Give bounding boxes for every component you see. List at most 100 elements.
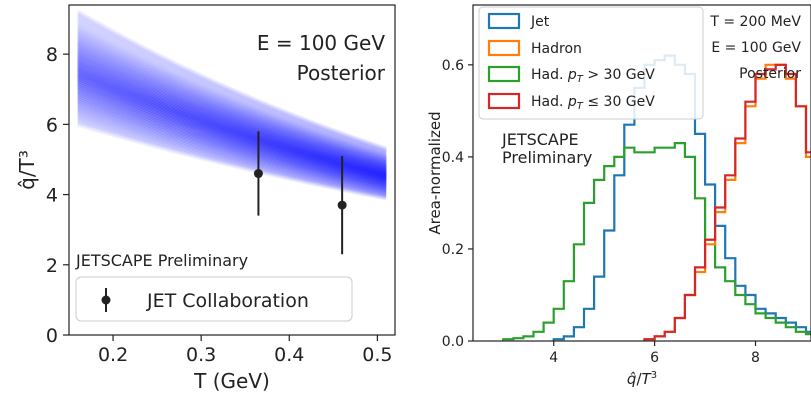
posterior-curve: [77, 118, 387, 199]
hist-had-low-pt: [643, 63, 811, 341]
posterior-curve: [76, 47, 387, 169]
posterior-curve: [76, 83, 387, 184]
legend-label-had-low-pt: Had. pT ≤ 30 GeV: [531, 94, 655, 112]
left-x-tick-label: 0.2: [98, 344, 128, 366]
posterior-curve: [77, 108, 387, 195]
posterior-curve: [76, 74, 387, 180]
posterior-curve: [76, 87, 387, 186]
right-temperature-annotation: T = 200 MeV: [709, 14, 801, 30]
left-y-tick-label: 8: [46, 44, 58, 66]
posterior-curve: [76, 66, 387, 177]
hist-had-high-pt: [502, 142, 811, 341]
posterior-curve: [77, 114, 387, 198]
posterior-curve: [77, 120, 387, 200]
posterior-curve: [76, 36, 387, 163]
posterior-curve: [77, 121, 387, 201]
left-legend: JET Collaboration: [75, 276, 353, 322]
posterior-curve: [76, 15, 387, 154]
left-posterior-annotation: Posterior: [297, 61, 386, 85]
posterior-curve: [76, 78, 387, 182]
right-y-tick-label: 0.4: [442, 150, 464, 166]
posterior-curve: [76, 99, 387, 191]
posterior-curve: [77, 110, 387, 196]
posterior-curve: [76, 59, 387, 174]
posterior-curve: [76, 64, 387, 176]
posterior-curve: [77, 112, 387, 197]
posterior-curve: [76, 51, 387, 170]
posterior-curve: [76, 55, 387, 172]
posterior-curve: [76, 25, 387, 158]
legend-swatch-jet: [487, 12, 521, 30]
right-y-axis-label: Area-normalized: [426, 111, 444, 234]
left-legend-box: [75, 276, 353, 322]
right-x-axis-label: q̂/T3: [627, 370, 657, 388]
right-x-tick-label: 6: [650, 350, 659, 366]
posterior-curve: [76, 97, 387, 190]
posterior-curve: [76, 17, 387, 155]
posterior-curve: [76, 61, 387, 174]
posterior-curve: [76, 13, 387, 153]
left-axes-frame: [68, 4, 396, 336]
jet-point-marker: [253, 169, 263, 179]
posterior-curve: [76, 45, 387, 168]
legend-swatch-hadron: [487, 39, 521, 57]
right-energy-annotation: E = 100 GeV: [711, 40, 801, 56]
left-x-axis-label: T (GeV): [193, 369, 270, 393]
posterior-curve: [76, 91, 387, 188]
posterior-curve: [76, 21, 387, 157]
left-ticks: 0.2 0.3 0.4 0.5 0 2 4 6 8: [46, 44, 393, 366]
posterior-curve: [76, 93, 387, 189]
posterior-band: [76, 9, 387, 201]
posterior-curve: [76, 70, 387, 179]
left-y-tick-label: 6: [46, 114, 58, 136]
right-posterior-annotation: Posterior: [739, 66, 801, 82]
legend-swatch-had-low-pt: [487, 92, 521, 110]
left-y-tick-label: 2: [46, 255, 58, 277]
right-y-tick-label: 0.6: [442, 58, 464, 74]
right-axes-frame: [472, 4, 811, 342]
left-x-tick-label: 0.5: [362, 344, 392, 366]
posterior-curve: [76, 95, 387, 189]
posterior-curve: [76, 9, 387, 152]
posterior-curve: [76, 28, 387, 160]
right-legend: Jet Hadron Had. pT > 30 GeV Had. pT ≤ 30…: [478, 6, 704, 120]
right-x-tick-label: 4: [549, 350, 558, 366]
left-y-axis-label: q̂/T³: [15, 150, 39, 190]
left-legend-marker: [101, 295, 111, 305]
legend-swatch-had-high-pt: [487, 65, 521, 83]
posterior-curve: [76, 44, 387, 167]
posterior-curve: [76, 57, 387, 173]
posterior-curve: [77, 116, 387, 199]
right-y-tick-label: 0.0: [442, 334, 464, 350]
posterior-curve: [76, 42, 387, 166]
posterior-curve: [76, 23, 387, 158]
left-preliminary-label: JETSCAPE Preliminary: [75, 251, 248, 270]
posterior-curve: [76, 40, 387, 165]
posterior-curve: [77, 106, 387, 194]
left-y-tick-label: 4: [46, 185, 58, 207]
posterior-curve: [76, 82, 387, 184]
posterior-curve: [76, 49, 387, 169]
jet-collaboration-points: [253, 131, 347, 255]
posterior-curve: [76, 85, 387, 185]
left-energy-annotation: E = 100 GeV: [257, 31, 385, 55]
posterior-curve: [76, 72, 387, 179]
left-x-tick-label: 0.4: [274, 344, 304, 366]
right-x-tick-label: 8: [751, 350, 760, 366]
posterior-curve: [77, 104, 387, 194]
posterior-curve: [76, 11, 387, 153]
posterior-curve: [76, 53, 387, 171]
posterior-curve: [76, 32, 387, 162]
right-preliminary-label-1: JETSCAPE: [501, 130, 579, 149]
posterior-curve: [76, 34, 387, 163]
right-y-tick-label: 0.2: [442, 242, 464, 258]
posterior-curve: [76, 89, 387, 187]
left-x-tick-label: 0.3: [186, 344, 216, 366]
jet-point-marker: [337, 200, 347, 210]
posterior-curve: [76, 68, 387, 178]
legend-label-had-high-pt: Had. pT > 30 GeV: [531, 67, 655, 85]
left-y-tick-label: 0: [46, 325, 58, 347]
